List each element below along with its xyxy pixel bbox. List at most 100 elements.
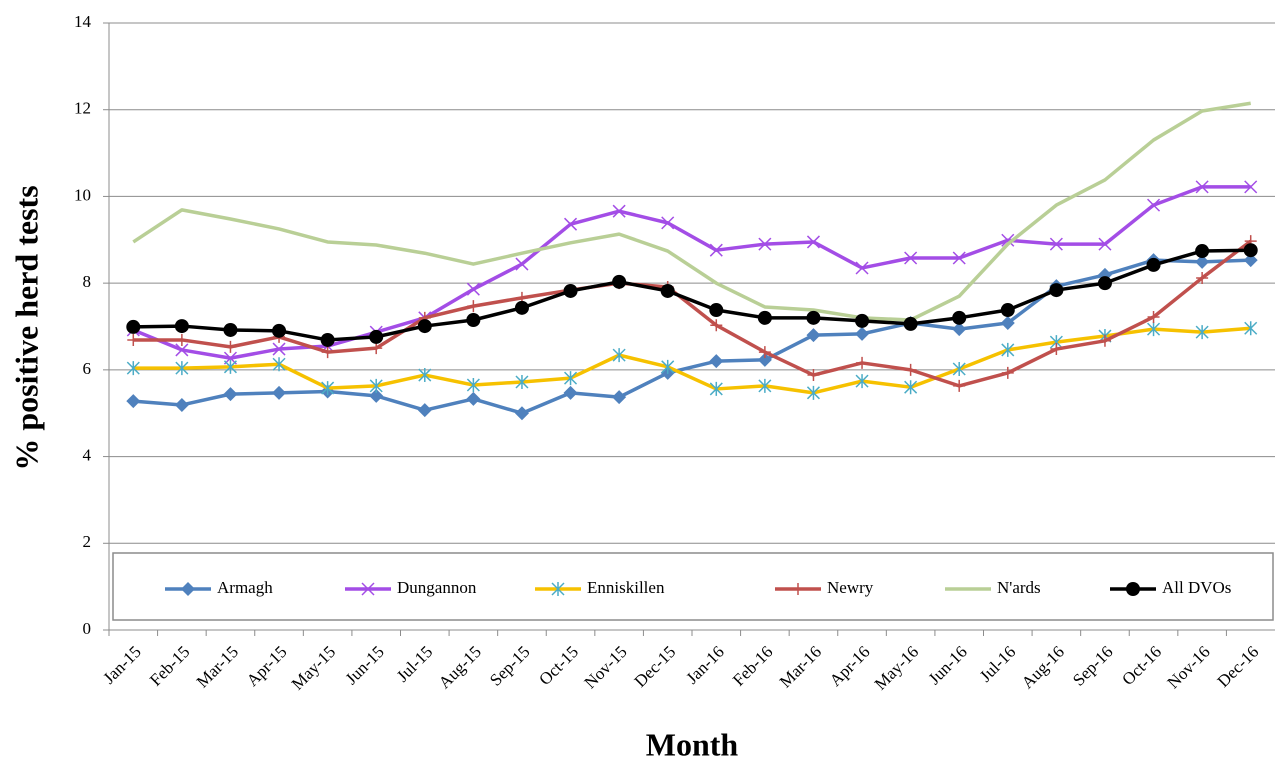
marker xyxy=(126,361,140,376)
marker xyxy=(855,374,869,389)
marker xyxy=(952,361,966,376)
marker xyxy=(1000,316,1015,331)
y-tick-label: 12 xyxy=(74,99,91,118)
x-tick-label: Dec-16 xyxy=(1213,642,1262,691)
x-tick-label: Apr-16 xyxy=(826,642,874,690)
y-tick-label: 10 xyxy=(74,185,91,204)
marker xyxy=(175,333,188,346)
marker xyxy=(1195,180,1209,194)
marker xyxy=(758,346,771,359)
marker xyxy=(806,310,821,325)
marker xyxy=(709,243,723,257)
marker xyxy=(320,332,335,347)
series xyxy=(126,321,1258,400)
series xyxy=(132,101,1251,322)
marker xyxy=(1244,321,1258,336)
marker xyxy=(806,235,820,249)
marker xyxy=(551,582,565,596)
marker xyxy=(466,391,481,406)
marker xyxy=(612,274,627,289)
marker xyxy=(952,310,967,325)
marker xyxy=(369,378,383,393)
series-line xyxy=(133,258,1251,415)
marker xyxy=(855,261,869,275)
marker xyxy=(612,390,627,405)
marker xyxy=(1001,366,1014,379)
y-axis-title: % positive herd tests xyxy=(8,185,44,470)
marker xyxy=(515,257,529,271)
marker xyxy=(709,303,724,318)
legend-label: Newry xyxy=(827,578,874,597)
marker xyxy=(1097,276,1112,291)
marker xyxy=(370,342,383,355)
marker xyxy=(1147,322,1161,337)
marker xyxy=(1243,243,1258,258)
x-tick-label: Oct-15 xyxy=(535,642,582,689)
marker xyxy=(224,340,237,353)
x-tick-label: Sep-16 xyxy=(1069,642,1116,689)
x-tick-label: Jun-16 xyxy=(925,642,971,688)
marker xyxy=(223,322,238,337)
x-axis-title: Month xyxy=(646,726,739,762)
x-tick-label: Oct-16 xyxy=(1118,642,1165,689)
legend-label: Dungannon xyxy=(397,578,477,597)
marker xyxy=(466,312,481,327)
marker xyxy=(321,346,334,359)
marker xyxy=(856,356,869,369)
marker xyxy=(709,381,723,396)
marker xyxy=(1146,257,1161,272)
x-tick-label: Nov-16 xyxy=(1164,642,1214,692)
x-tick-label: Aug-16 xyxy=(1018,642,1068,692)
marker xyxy=(1001,233,1015,247)
marker xyxy=(361,582,375,596)
marker xyxy=(417,319,432,334)
marker xyxy=(272,342,286,356)
marker xyxy=(126,394,141,409)
marker xyxy=(904,251,918,265)
marker xyxy=(757,310,772,325)
x-tick-label: Feb-16 xyxy=(729,642,776,689)
marker xyxy=(272,357,286,372)
marker xyxy=(417,403,432,418)
marker xyxy=(223,387,238,402)
marker xyxy=(1126,582,1140,596)
series-line xyxy=(132,101,1251,322)
marker xyxy=(806,385,820,400)
x-tick-label: Sep-15 xyxy=(486,642,533,689)
marker xyxy=(564,217,578,231)
y-tick-label: 8 xyxy=(83,272,92,291)
marker xyxy=(1244,180,1258,194)
marker xyxy=(181,582,195,596)
marker xyxy=(758,237,772,251)
legend-label: All DVOs xyxy=(1162,578,1231,597)
marker xyxy=(1147,198,1161,212)
marker xyxy=(758,378,772,393)
marker xyxy=(466,378,480,393)
marker xyxy=(661,359,675,374)
marker xyxy=(563,385,578,400)
legend-label: Enniskillen xyxy=(587,578,665,597)
marker xyxy=(223,359,237,374)
marker xyxy=(1049,283,1064,298)
x-tick-label: May-15 xyxy=(288,642,339,693)
x-tick-label: Nov-15 xyxy=(581,642,631,692)
marker xyxy=(1049,237,1063,251)
series-line xyxy=(132,185,1251,360)
marker xyxy=(757,352,772,367)
marker xyxy=(174,319,189,334)
marker xyxy=(660,283,675,298)
marker xyxy=(904,363,917,376)
x-tick-label: May-16 xyxy=(871,642,922,693)
marker xyxy=(855,313,870,328)
marker xyxy=(1098,334,1111,347)
marker xyxy=(1050,343,1063,356)
marker xyxy=(514,406,529,421)
marker xyxy=(563,283,578,298)
marker xyxy=(1000,303,1015,318)
y-tick-label: 0 xyxy=(83,619,92,638)
series-line xyxy=(133,239,1252,388)
x-tick-label: Aug-15 xyxy=(435,642,485,692)
y-tick-label: 6 xyxy=(83,359,92,378)
x-tick-label: Jun-15 xyxy=(342,642,388,688)
